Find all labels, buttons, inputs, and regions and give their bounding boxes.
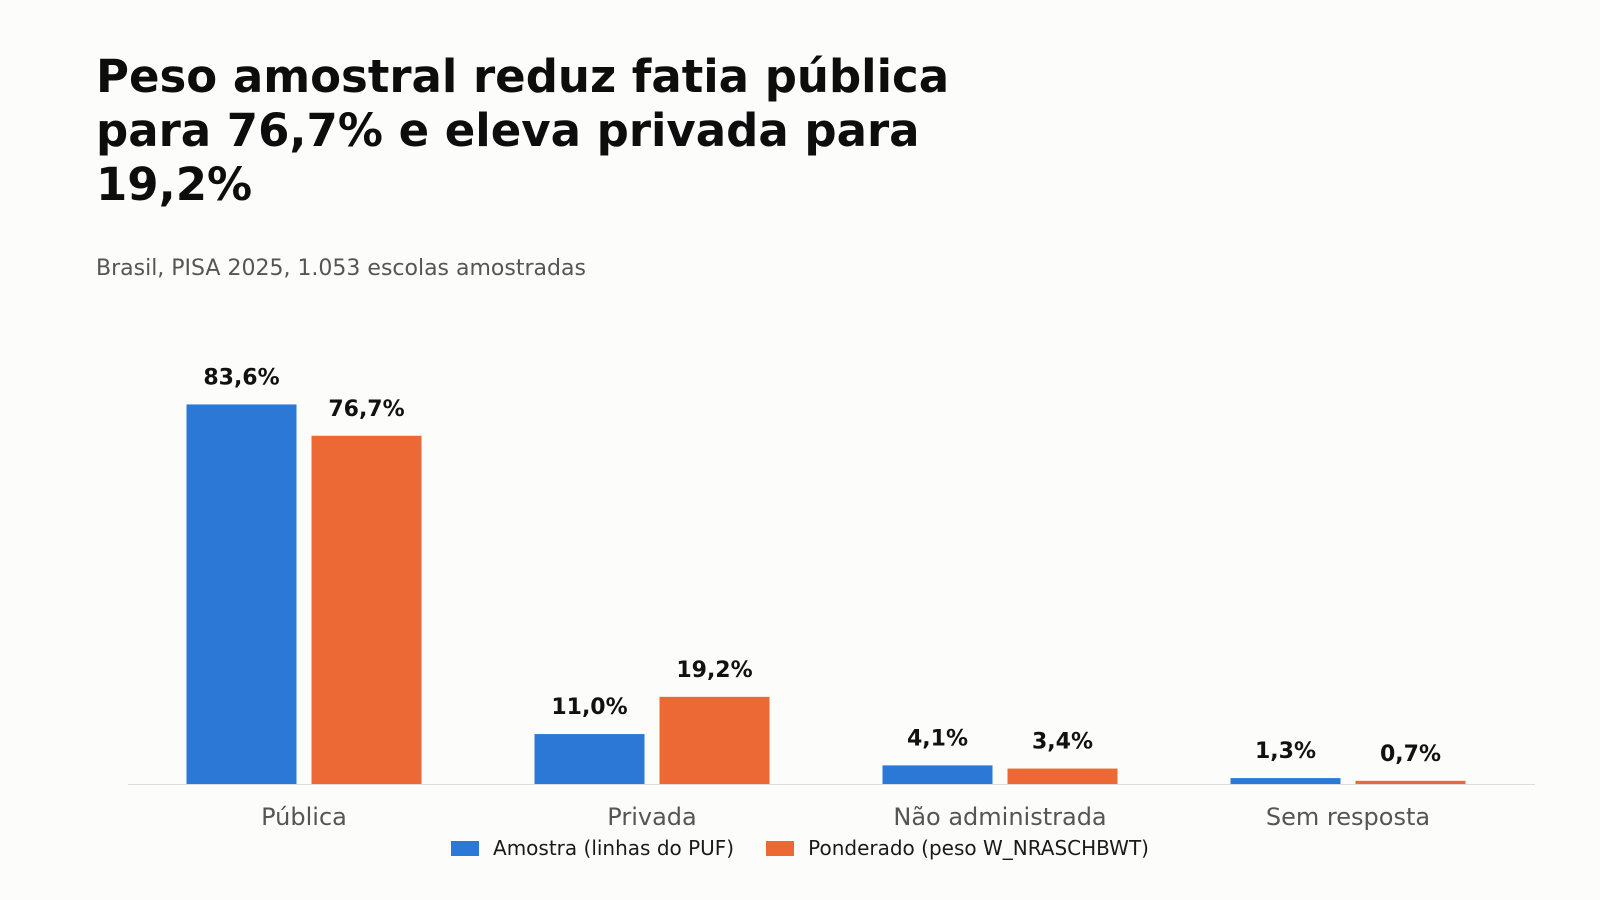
data-label: 76,7% [328,397,404,422]
x-tick-label: Não administrada [893,803,1106,831]
x-tick-label: Privada [607,803,696,831]
chart-legend: Amostra (linhas do PUF) Ponderado (peso W… [0,836,1600,860]
bar-ponderado-3 [1355,780,1466,784]
x-tick-label: Sem resposta [1266,803,1430,831]
legend-item: Ponderado (peso W_NRASCHBWT) [766,836,1149,860]
data-label: 0,7% [1380,742,1441,767]
data-label: 11,0% [551,695,627,720]
chart-subtitle: Brasil, PISA 2025, 1.053 escolas amostra… [96,256,586,281]
bar-amostra-2 [882,765,993,784]
legend-item: Amostra (linhas do PUF) [451,836,734,860]
legend-swatch [766,840,795,856]
data-label: 3,4% [1032,730,1093,755]
data-label: 1,3% [1255,739,1316,764]
legend-swatch [451,840,480,856]
bar-ponderado-0 [311,435,422,784]
bar-ponderado-2 [1007,768,1118,784]
bar-amostra-1 [534,734,645,784]
data-label: 19,2% [676,658,752,683]
bar-ponderado-1 [659,696,770,784]
chart-title: Peso amostral reduz fatia pública para 7… [96,50,950,211]
bar-amostra-0 [186,404,297,784]
data-label: 4,1% [907,726,968,751]
data-label: 83,6% [203,365,279,390]
x-tick-label: Pública [261,803,347,831]
legend-label: Ponderado (peso W_NRASCHBWT) [808,836,1149,860]
bar-amostra-3 [1230,778,1341,784]
legend-label: Amostra (linhas do PUF) [493,836,735,860]
